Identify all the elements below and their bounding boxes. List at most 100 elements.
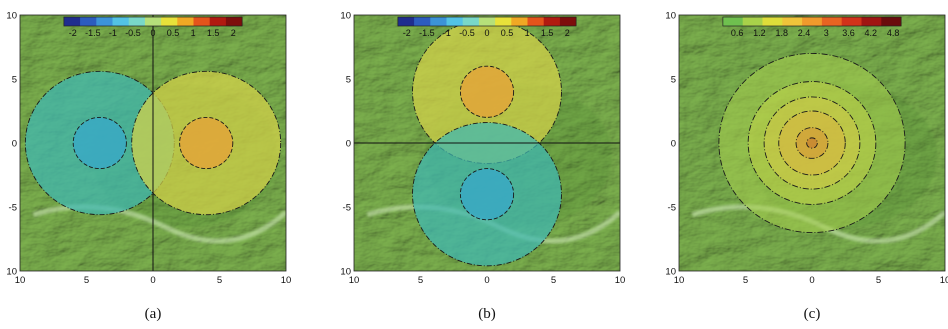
colorbar-tick-label: 0.5 [167,28,180,38]
colorbar-tick-label: -0.5 [125,28,141,38]
x-tick-label: 5 [217,275,222,286]
contour-fill-3 [778,111,846,175]
colorbar-swatch [478,17,496,26]
x-tick-label: 0 [150,275,155,286]
x-tick-label: 10 [615,275,626,286]
plot-frame [19,14,287,272]
colorbar-tick-label: 4.2 [865,28,878,38]
colorbar-tick-label: 1.8 [775,28,788,38]
colorbar-tick-label: -1.5 [419,28,435,38]
colorbar-tick-label: -1.5 [85,28,101,38]
contour-line-1 [747,81,877,205]
contour-fill-5 [806,137,818,149]
colorbar-a: -2 -1.5 -1 -0.5 0 0.5 1 1.5 2 [63,16,243,38]
x-tick-label: 5 [876,275,881,286]
contour-line-0 [718,52,906,234]
contour-fill-0 [718,53,906,233]
negative-region-inner-contour [459,168,515,221]
contour-line-4 [795,127,829,159]
panel-caption: (c) [804,306,821,322]
colorbar-swatch [225,17,243,26]
colorbar-swatch [861,17,882,26]
plot-frame [353,14,621,272]
positive-region-inner [179,117,233,169]
colorbar-swatch [397,17,415,26]
colorbar-swatch [527,17,545,26]
colorbar-b: -2 -1.5 -1 -0.5 0 0.5 1 1.5 2 [397,16,577,38]
y-tick-label: -5 [9,203,17,214]
colorbar-frame [63,16,243,27]
positive-region-outer-contour [131,70,282,216]
colorbar-tick-label: -2 [403,28,411,38]
colorbar-frame [397,16,577,27]
colorbar-tick-label: 3.6 [842,28,855,38]
colorbar-swatch [63,17,81,26]
negative-region-inner [460,168,514,220]
colorbar-swatch [128,17,146,26]
y-tick-label: 5 [346,75,351,86]
colorbar-tick-label: 0 [150,28,155,38]
colorbar-swatch [209,17,227,26]
x-tick-label: 10 [349,275,360,286]
plot-area-a [20,15,286,271]
x-tick-label: 5 [418,275,423,286]
positive-region-inner-contour [179,116,234,170]
panel-caption: (a) [145,306,162,322]
colorbar-c: 0.6 1.2 1.8 2.4 3 3.6 4.2 4.8 [722,16,902,38]
x-tick-label: 5 [84,275,89,286]
y-tick-label: 10 [6,267,17,278]
colorbar-tick-label: 2 [565,28,570,38]
colorbar-swatch [821,17,843,26]
contour-line-2 [763,96,861,190]
x-tick-label: 10 [281,275,292,286]
x-tick-label: 5 [551,275,556,286]
x-tick-label: 10 [674,275,685,286]
y-tick-label: 10 [340,267,351,278]
colorbar-swatch [193,17,211,26]
contour-fill-2 [764,96,860,190]
colorbar-swatch [446,17,464,26]
colorbar-swatch [559,17,577,26]
colorbar-tick-label: -2 [69,28,77,38]
negative-region-inner-contour [72,116,127,170]
colorbar-swatch [430,17,447,26]
colorbar-swatch [161,17,178,26]
y-tick-label: 0 [671,139,676,150]
colorbar-tick-label: 4.8 [887,28,900,38]
colorbar-swatch [802,17,823,26]
colorbar-swatch [414,17,431,26]
plot-area-b [354,15,620,271]
colorbar-swatch [841,17,862,26]
colorbar-frame [722,16,902,27]
y-tick-label: 10 [6,11,17,22]
colorbar-tick-label: 1.5 [207,28,220,38]
x-tick-label: 5 [743,275,748,286]
colorbar-tick-label: 2 [231,28,236,38]
y-tick-label: 0 [346,139,351,150]
x-tick-label: 10 [15,275,26,286]
colorbar-tick-label: 0.6 [731,28,744,38]
y-tick-label: 5 [12,75,17,86]
colorbar-swatch [495,17,512,26]
colorbar-tick-label: 0.5 [501,28,514,38]
y-tick-label: 5 [671,75,676,86]
colorbar-swatch [762,17,783,26]
positive-region-inner [460,66,514,118]
contour-fill-4 [796,127,828,159]
colorbar-tick-label: 1.5 [541,28,554,38]
colorbar-swatch [177,17,194,26]
colorbar-tick-label: 3 [824,28,829,38]
colorbar-tick-label: 2.4 [798,28,811,38]
contour-line-3 [778,110,846,176]
y-tick-label: 10 [665,11,676,22]
y-tick-label: 0 [12,139,17,150]
contour-line-5 [806,137,818,149]
colorbar-tick-label: 1.2 [753,28,766,38]
x-tick-label: 0 [484,275,489,286]
colorbar-tick-label: -1 [443,28,451,38]
